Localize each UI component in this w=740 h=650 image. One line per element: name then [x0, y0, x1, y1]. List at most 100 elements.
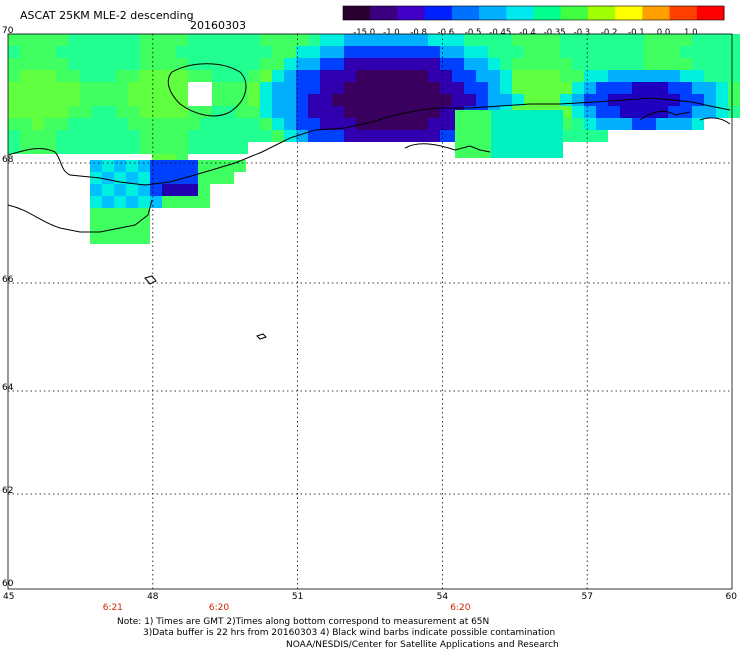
- swath-cell: [92, 142, 104, 154]
- swath-cell: [138, 172, 150, 184]
- swath-cell: [380, 58, 392, 70]
- swath-cell: [428, 94, 440, 106]
- swath-cell: [186, 160, 198, 172]
- swath-cell: [248, 106, 260, 118]
- swath-cell: [692, 70, 704, 82]
- swath-cell: [116, 142, 128, 154]
- swath-cell: [440, 82, 452, 94]
- swath-cell: [126, 208, 138, 220]
- swath-cell: [644, 94, 656, 106]
- swath-cell: [200, 130, 212, 142]
- swath-cell: [392, 70, 404, 82]
- swath-cell: [515, 110, 527, 122]
- swath-cell: [224, 58, 236, 70]
- swath-cell: [404, 70, 416, 82]
- swath-cell: [104, 118, 116, 130]
- swath-cell: [56, 106, 68, 118]
- swath-cell: [32, 58, 44, 70]
- colorbar-label: 1.0: [684, 28, 698, 38]
- swath-cell: [404, 58, 416, 70]
- swath-cell: [152, 58, 164, 70]
- swath-cell: [548, 82, 560, 94]
- swath-cell: [527, 110, 539, 122]
- swath-cell: [524, 58, 536, 70]
- swath-cell: [138, 160, 150, 172]
- colorbar-label: 0.0: [657, 28, 671, 38]
- colorbar-segment: [642, 6, 671, 20]
- swath-cell: [380, 46, 392, 58]
- swath-cell: [212, 130, 224, 142]
- swath-cell: [332, 118, 344, 130]
- swath-cell: [104, 34, 116, 46]
- swath-cell: [356, 106, 368, 118]
- swath-cell: [236, 34, 248, 46]
- swath-cell: [260, 58, 272, 70]
- swath-cell: [296, 94, 308, 106]
- swath-cell: [224, 130, 236, 142]
- swath-cell: [668, 82, 680, 94]
- swath-cell: [284, 94, 296, 106]
- swath-cell: [116, 130, 128, 142]
- swath-cell: [608, 34, 620, 46]
- swath-cell: [668, 58, 680, 70]
- swath-cell: [464, 46, 476, 58]
- swath-cell: [548, 70, 560, 82]
- swath-cell: [584, 106, 596, 118]
- swath-cell: [560, 46, 572, 58]
- swath-cell: [296, 82, 308, 94]
- swath-cell: [44, 142, 56, 154]
- swath-cell: [368, 58, 380, 70]
- swath-cell: [210, 172, 222, 184]
- colorbar-segment: [696, 6, 725, 20]
- swath-cell: [608, 94, 620, 106]
- swath-cell: [198, 172, 210, 184]
- swath-cell: [668, 34, 680, 46]
- swath-cell: [680, 58, 692, 70]
- swath-cell: [464, 58, 476, 70]
- swath-cell: [380, 34, 392, 46]
- swath-cell: [596, 94, 608, 106]
- swath-cell: [476, 82, 488, 94]
- colorbar-segment: [587, 6, 616, 20]
- swath-cell: [416, 82, 428, 94]
- swath-cell: [632, 46, 644, 58]
- swath-cell: [491, 134, 503, 146]
- swath-cell: [140, 46, 152, 58]
- swath-cell: [392, 58, 404, 70]
- swath-cell: [126, 160, 138, 172]
- swath-cell: [455, 134, 467, 146]
- swath-cell: [500, 82, 512, 94]
- swath-cell: [512, 34, 524, 46]
- colorbar-label: -0.3: [574, 28, 591, 38]
- colorbar-segment: [397, 6, 426, 20]
- swath-cell: [416, 46, 428, 58]
- swath-cell: [116, 106, 128, 118]
- swath-cell: [527, 134, 539, 146]
- swath-cell: [392, 34, 404, 46]
- swath-cell: [476, 58, 488, 70]
- colorbar-label: -0.5: [465, 28, 482, 38]
- swath-cell: [8, 130, 20, 142]
- swath-cell: [68, 118, 80, 130]
- latitude-label: 70: [2, 26, 14, 36]
- swath-cell: [90, 232, 102, 244]
- swath-cell: [320, 106, 332, 118]
- swath-cell: [320, 58, 332, 70]
- swath-cell: [632, 34, 644, 46]
- swath-cell: [200, 34, 212, 46]
- swath-cell: [260, 82, 272, 94]
- swath-cell: [680, 106, 692, 118]
- swath-cell: [620, 46, 632, 58]
- swath-cell: [162, 160, 174, 172]
- swath-cell: [536, 58, 548, 70]
- swath-cell: [332, 46, 344, 58]
- swath-cell: [56, 118, 68, 130]
- swath-cell: [452, 58, 464, 70]
- swath-cell: [174, 172, 186, 184]
- swath-cell: [44, 58, 56, 70]
- swath-cell: [128, 58, 140, 70]
- swath-cell: [500, 94, 512, 106]
- swath-cell: [344, 70, 356, 82]
- swath-cell: [116, 82, 128, 94]
- swath-cell: [500, 34, 512, 46]
